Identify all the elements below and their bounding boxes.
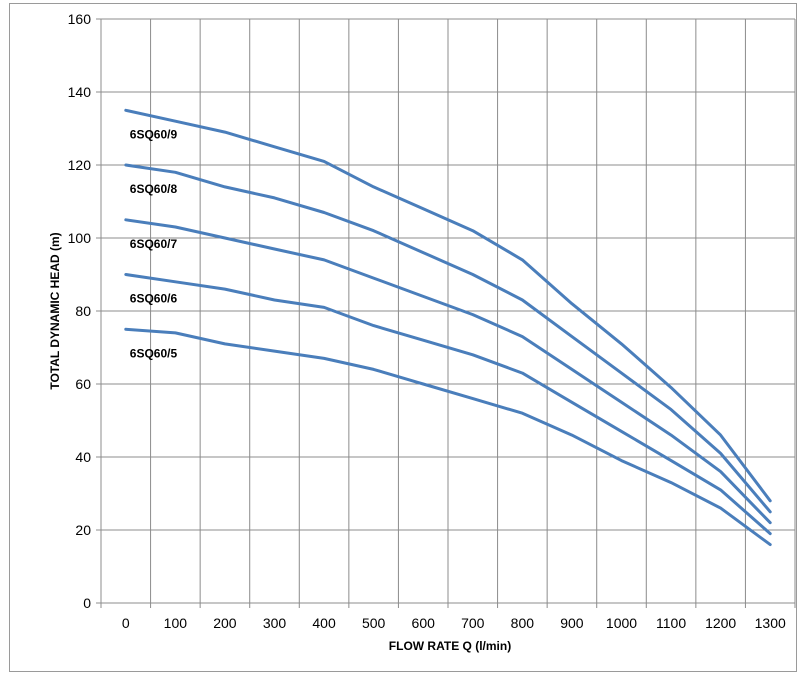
grid-layer (100, 18, 796, 604)
y-tick-label: 120 (68, 157, 92, 173)
x-tick-label: 1300 (755, 615, 786, 631)
y-axis-title: TOTAL DYNAMIC HEAD (m) (48, 232, 62, 389)
series-label: 6SQ60/8 (130, 182, 178, 196)
series-label: 6SQ60/6 (130, 292, 178, 306)
series-label: 6SQ60/9 (130, 127, 178, 141)
series-label: 6SQ60/5 (130, 346, 178, 360)
x-tick-label: 700 (461, 615, 485, 631)
x-tick-label: 900 (560, 615, 584, 631)
y-tick-label: 40 (75, 449, 91, 465)
series-line (124, 163, 772, 514)
y-tick-label: 0 (83, 595, 91, 611)
x-tick-label: 0 (122, 615, 130, 631)
x-tick-label: 300 (263, 615, 287, 631)
x-tick-label: 600 (412, 615, 436, 631)
series-line (124, 108, 772, 503)
series-layer (124, 108, 772, 547)
y-tick-label: 160 (68, 11, 92, 27)
y-tick-label: 140 (68, 84, 92, 100)
y-tick-label: 100 (68, 230, 92, 246)
series-line (124, 273, 772, 536)
series-label-layer: 6SQ60/9 6SQ60/8 6SQ60/7 6SQ60/6 6SQ60/5 (130, 127, 178, 360)
x-tick-label: 1000 (606, 615, 637, 631)
x-tick-label: 1200 (705, 615, 736, 631)
x-tick-label: 400 (312, 615, 336, 631)
axis-layer: 0 20 40 60 80 100 120 140 160 0 100 200 300 400 500 600… (68, 11, 796, 631)
x-tick-label: 500 (362, 615, 386, 631)
x-tick-label: 800 (511, 615, 535, 631)
x-tick-label: 1100 (656, 615, 686, 631)
series-label: 6SQ60/7 (130, 237, 178, 251)
series-line (124, 327, 772, 547)
y-tick-label: 80 (75, 303, 91, 319)
x-axis-title: FLOW RATE Q (l/min) (389, 639, 511, 653)
x-tick-label: 200 (213, 615, 237, 631)
series-line (124, 218, 772, 525)
x-tick-label: 100 (164, 615, 188, 631)
y-tick-label: 20 (75, 522, 91, 538)
y-tick-label: 60 (75, 376, 91, 392)
